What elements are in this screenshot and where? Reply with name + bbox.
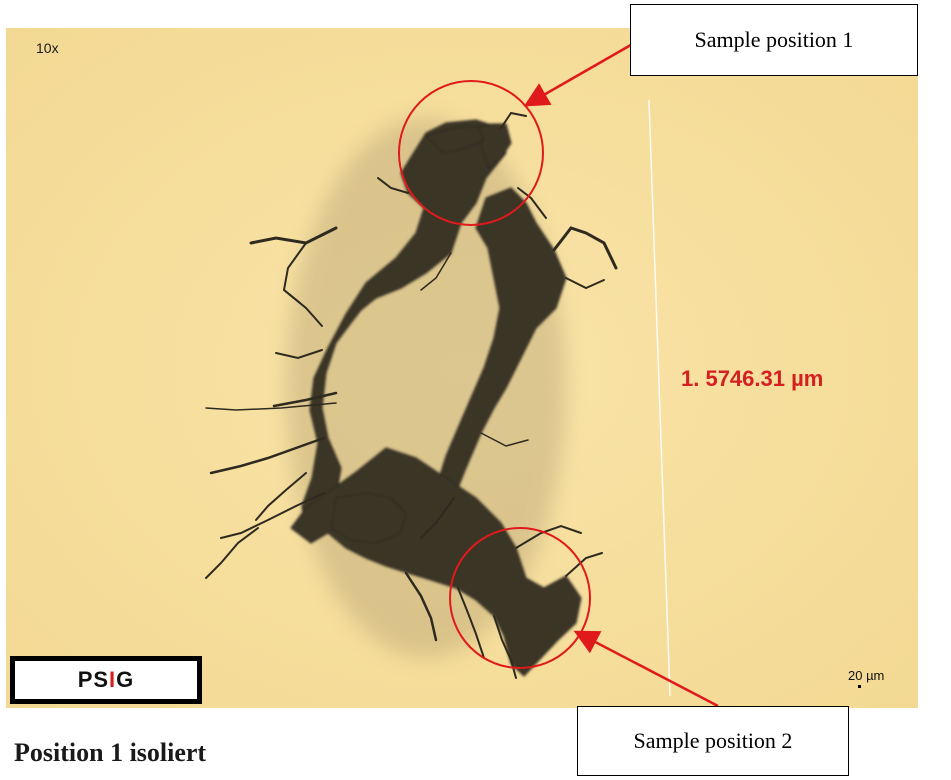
callout-sample-position-1: Sample position 1 — [630, 4, 918, 76]
magnification-label: 10x — [36, 40, 59, 56]
fiber-particle — [6, 28, 918, 708]
measurement-label: 1. 5746.31 µm — [681, 366, 824, 391]
section-heading: Position 1 isoliert — [14, 738, 207, 767]
micrograph-image: 10x 1. 5746.31 µm 20 µm PS I G — [6, 28, 918, 708]
scale-bar-label: 20 µm — [848, 668, 885, 683]
psig-logo: PS I G — [10, 656, 202, 704]
callout-sample-position-2: Sample position 2 — [577, 706, 849, 776]
logo-text-accent: I — [109, 667, 117, 692]
logo-text-part1: PS — [77, 667, 110, 692]
logo-text-part3: G — [116, 667, 135, 692]
scale-bar — [858, 685, 861, 688]
